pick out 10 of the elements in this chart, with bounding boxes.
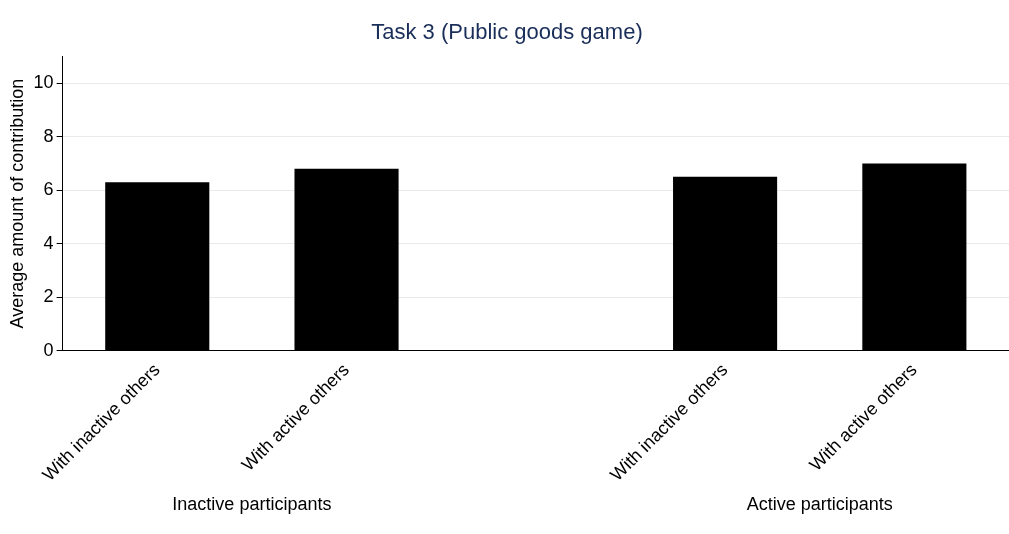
y-axis-title: Average amount of contribution — [6, 78, 27, 329]
y-tick-label: 0 — [43, 339, 54, 360]
chart-title: Task 3 (Public goods game) — [371, 19, 643, 45]
y-tick-label: 6 — [43, 179, 54, 200]
y-tick-label: 4 — [43, 232, 54, 253]
y-tick-label: 2 — [43, 286, 54, 307]
text: Inactive participants — [172, 493, 332, 514]
text: Active participants — [746, 493, 893, 514]
y-tick-label: 8 — [43, 125, 54, 146]
y-tick-label: 10 — [33, 72, 54, 93]
